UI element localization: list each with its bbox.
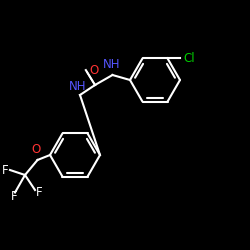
Text: F: F: [2, 164, 9, 176]
Text: F: F: [10, 190, 17, 203]
Text: NH: NH: [102, 58, 120, 71]
Text: Cl: Cl: [184, 52, 196, 65]
Text: F: F: [36, 186, 43, 199]
Text: NH: NH: [69, 80, 86, 92]
Text: O: O: [90, 64, 99, 76]
Text: O: O: [32, 143, 41, 156]
